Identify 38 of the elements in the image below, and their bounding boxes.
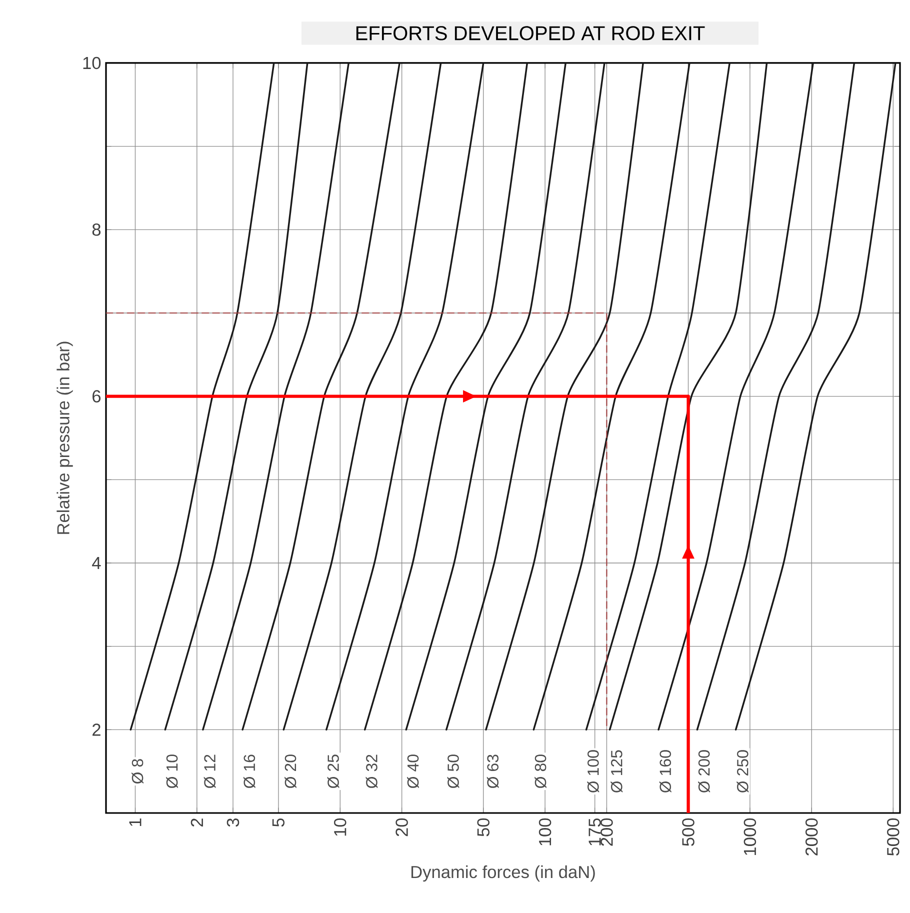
x-tick-label: 2 xyxy=(190,818,203,826)
y-tick-label: 4 xyxy=(92,557,101,569)
text: Ø 40 xyxy=(407,754,419,788)
x-tick-label: 2000 xyxy=(805,818,818,856)
x-tick-label: 10 xyxy=(334,818,346,836)
text: Ø 32 xyxy=(366,754,378,788)
x-tick-label: 500 xyxy=(682,818,694,846)
x-tick-label: 175 xyxy=(588,818,601,846)
x-tick-label: 5 xyxy=(272,818,285,827)
y-tick-label: 10 xyxy=(83,56,101,70)
x-tick-label: 100 xyxy=(538,818,552,846)
y-tick-label: 2 xyxy=(92,724,100,736)
text: Ø 8 xyxy=(132,759,144,784)
text: Ø 20 xyxy=(284,754,296,788)
text: Ø 100 xyxy=(587,750,600,793)
text: Ø 125 xyxy=(610,750,623,793)
text: Ø 25 xyxy=(327,754,340,788)
x-tick-label: 20 xyxy=(396,818,408,836)
text: Ø 12 xyxy=(204,754,216,788)
x-axis-title: Dynamic forces (in daN) xyxy=(411,865,595,882)
text: Ø 10 xyxy=(166,754,178,788)
x-tick-label: 3 xyxy=(226,818,240,827)
text: Ø 50 xyxy=(447,754,460,788)
text: Ø 80 xyxy=(534,754,546,788)
x-tick-label: 200 xyxy=(600,818,613,846)
chart-title: EFFORTS DEVELOPED AT ROD EXIT xyxy=(356,26,705,40)
text: Ø 200 xyxy=(698,750,710,793)
text: Ø 250 xyxy=(736,750,749,793)
text: Ø 160 xyxy=(659,750,672,793)
y-axis-title: Relative pressure (in bar) xyxy=(56,342,73,534)
text: Ø 16 xyxy=(243,754,256,788)
y-tick-label: 8 xyxy=(92,224,101,236)
x-tick-label: 5000 xyxy=(887,818,900,856)
x-tick-label: 50 xyxy=(477,818,490,836)
y-tick-label: 6 xyxy=(92,390,101,402)
x-tick-label: 1 xyxy=(129,818,142,826)
x-tick-label: 1000 xyxy=(744,818,756,855)
text: Ø 63 xyxy=(486,754,499,788)
